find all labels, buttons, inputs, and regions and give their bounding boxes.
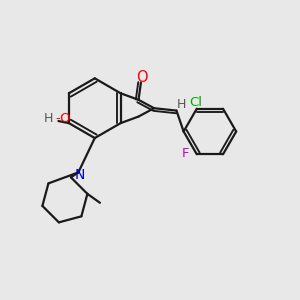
Text: F: F [182, 147, 189, 160]
Text: Cl: Cl [190, 96, 203, 109]
Text: H: H [43, 112, 53, 124]
Text: N: N [75, 168, 85, 182]
Text: O: O [136, 70, 147, 85]
Text: H: H [176, 98, 186, 110]
Text: -O: -O [56, 112, 71, 124]
